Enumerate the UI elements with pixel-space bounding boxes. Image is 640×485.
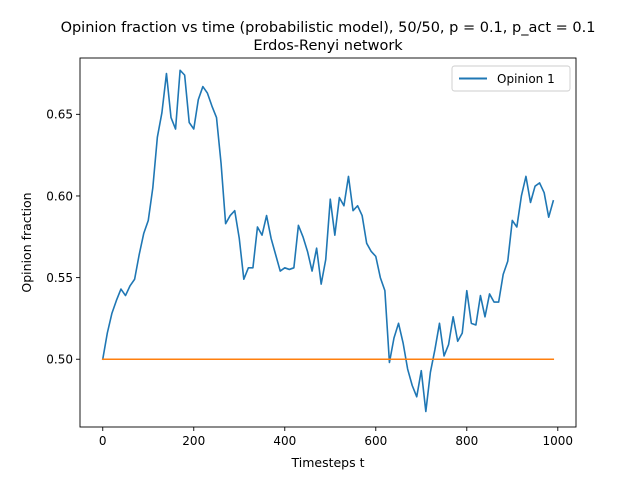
y-axis-label: Opinion fraction	[19, 192, 34, 292]
x-tick-label: 600	[364, 434, 387, 448]
y-tick-label: 0.50	[46, 353, 73, 367]
x-tick-label: 800	[455, 434, 478, 448]
x-axis-label: Timesteps t	[290, 455, 364, 470]
y-tick-label: 0.60	[46, 189, 73, 203]
legend-box	[451, 65, 571, 92]
legend-label-opinion-1: Opinion 1	[497, 72, 555, 86]
x-tick-label: 400	[273, 434, 296, 448]
legend: Opinion 1	[451, 65, 571, 92]
chart-title-line2: Erdos-Renyi network	[253, 38, 403, 54]
x-axis-ticks: 0 200 400 600 800 1000	[99, 427, 573, 448]
chart-title-line1: Opinion fraction vs time (probabilistic …	[61, 20, 596, 36]
y-tick-label: 0.55	[46, 271, 73, 285]
axes-frame	[79, 57, 577, 428]
x-tick-label: 0	[99, 434, 107, 448]
x-tick-label: 200	[182, 434, 205, 448]
y-tick-label: 0.65	[46, 108, 73, 122]
plot-area	[101, 69, 555, 413]
x-tick-label: 1000	[543, 434, 574, 448]
y-axis-ticks: 0.50 0.55 0.60 0.65	[46, 108, 80, 367]
series-line-opinion-1	[101, 69, 555, 413]
